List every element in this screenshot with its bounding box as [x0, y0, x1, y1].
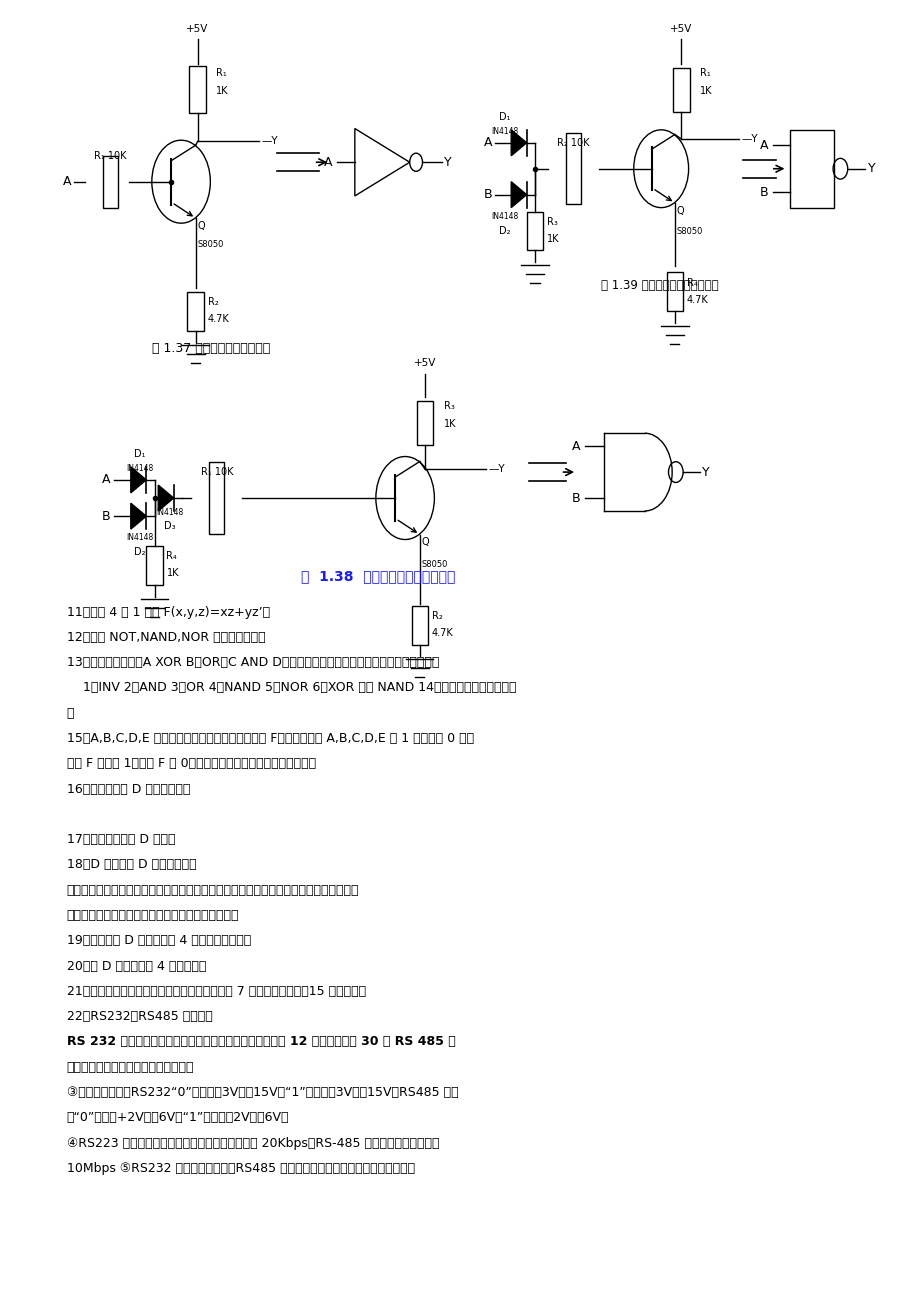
Text: 22、RS232、RS485 的区别？: 22、RS232、RS485 的区别？	[67, 1010, 212, 1023]
Text: 11、利用 4 选 1 实现 F(x,y,z)=xz+yz’。: 11、利用 4 选 1 实现 F(x,y,z)=xz+yz’。	[67, 605, 269, 618]
Text: 10Mbps ⑤RS232 抗噪声干扰性弱，RS485 抗共模干能力增强，即抗噪声干扰性好。: 10Mbps ⑤RS232 抗噪声干扰性弱，RS485 抗共模干能力增强，即抗噪…	[67, 1161, 414, 1174]
Text: D₂: D₂	[498, 225, 510, 236]
Text: ③逻辑电平不同；RS232“0”电平为＋3V～＋15V，“1”电平为－3V～－15V。RS485 电平: ③逻辑电平不同；RS232“0”电平为＋3V～＋15V，“1”电平为－3V～－1…	[67, 1086, 458, 1099]
Text: A: A	[483, 137, 492, 150]
Text: 图  1.38  晶体管实现的与非门电路: 图 1.38 晶体管实现的与非门电路	[301, 569, 454, 583]
Text: R₁: R₁	[216, 68, 226, 78]
Text: A: A	[323, 156, 332, 169]
Text: 1）INV 2）AND 3）OR 4）NAND 5）NOR 6）XOR 答案 NAND 14、用与非门等设计全加法: 1）INV 2）AND 3）OR 4）NAND 5）NOR 6）XOR 答案 N…	[67, 681, 516, 694]
Text: +5V: +5V	[669, 23, 692, 34]
Text: —Y: —Y	[741, 134, 757, 145]
Text: R₂: R₂	[431, 611, 442, 621]
Text: D₃: D₃	[165, 521, 176, 531]
Text: +5V: +5V	[187, 23, 209, 34]
Bar	[187, 292, 204, 331]
Text: IN4148: IN4148	[156, 508, 184, 517]
Text: S8050: S8050	[197, 240, 223, 249]
Text: 4.7K: 4.7K	[686, 294, 708, 305]
Text: 4.7K: 4.7K	[431, 628, 453, 638]
Text: R₃: R₃	[443, 401, 454, 411]
Bar	[527, 211, 542, 250]
Text: 器: 器	[67, 707, 74, 720]
Text: D₁: D₁	[498, 112, 510, 122]
Text: 13、为了实现逻辑（A XOR B）OR（C AND D），请选用以下逻辑中的一种，并说明为什么？: 13、为了实现逻辑（A XOR B）OR（C AND D），请选用以下逻辑中的一…	[67, 656, 438, 669]
Bar	[146, 546, 163, 585]
Text: —Y: —Y	[488, 465, 505, 474]
Text: R₂ 10K: R₂ 10K	[557, 138, 589, 148]
Text: 16、用波形表示 D 触发器的功能: 16、用波形表示 D 触发器的功能	[67, 783, 190, 796]
Text: 19、请画出用 D 触发器实现 4 倍分频的逻辑电路: 19、请画出用 D 触发器实现 4 倍分频的逻辑电路	[67, 935, 251, 948]
Bar	[565, 133, 580, 204]
Bar	[416, 401, 433, 445]
Text: 图 1.37 三极管实现的非门电路: 图 1.37 三极管实现的非门电路	[152, 342, 270, 355]
Text: 12、画出 NOT,NAND,NOR 的符号，真值表: 12、画出 NOT,NAND,NOR 的符号，真值表	[67, 631, 265, 644]
Text: Y: Y	[701, 466, 709, 479]
Text: ④RS223 传输速率较低，在异步传输时，波特率为 20Kbps，RS-485 的数据最高传输速率为: ④RS223 传输速率较低，在异步传输时，波特率为 20Kbps，RS-485 …	[67, 1137, 438, 1150]
Bar	[789, 130, 834, 207]
Text: S8050: S8050	[421, 560, 448, 569]
Text: D₂: D₂	[134, 547, 145, 557]
Text: IN4148: IN4148	[491, 211, 518, 220]
Text: 图 1.39 晶体管实现的或非门电路: 图 1.39 晶体管实现的或非门电路	[600, 279, 718, 292]
Text: 两芒线通信，信号采用差分方式传送，: 两芒线通信，信号采用差分方式传送，	[67, 1061, 194, 1074]
Polygon shape	[511, 182, 526, 207]
Text: 15、A,B,C,D,E 进行投票，多数服从少数，输出是 F（也就是如果 A,B,C,D,E 中 1 的个数比 0 多，: 15、A,B,C,D,E 进行投票，多数服从少数，输出是 F（也就是如果 A,B…	[67, 732, 473, 745]
Text: Y: Y	[444, 156, 451, 169]
Text: 触发器对时钟脉冲边沿（上升或下降）敏感，在边沿来临时变化状态；锁存器对时钟脉冲: 触发器对时钟脉冲边沿（上升或下降）敏感，在边沿来临时变化状态；锁存器对时钟脉冲	[67, 884, 359, 897]
Text: D₁: D₁	[134, 449, 145, 460]
Text: —Y: —Y	[261, 137, 278, 147]
Text: R₄: R₄	[686, 277, 697, 288]
Text: 1K: 1K	[698, 86, 711, 96]
Polygon shape	[511, 130, 526, 156]
Text: B: B	[102, 509, 110, 522]
Text: 1K: 1K	[546, 234, 559, 243]
Text: R₂: R₂	[208, 297, 218, 307]
Text: A: A	[102, 474, 110, 487]
Text: Q: Q	[675, 206, 683, 216]
Text: 20、用 D 触发器做个 4 进制的计数: 20、用 D 触发器做个 4 进制的计数	[67, 960, 206, 973]
Text: 为“0”电平为+2V～＋6V，“1”电平为－2V～－6V。: 为“0”电平为+2V～＋6V，“1”电平为－2V～－6V。	[67, 1111, 289, 1124]
Text: R₃: R₃	[546, 217, 557, 227]
Bar	[210, 462, 224, 534]
Text: 那么 F 输出为 1，否则 F 为 0），用与非门实现，输入数目没有限制: 那么 F 输出为 1，否则 F 为 0），用与非门实现，输入数目没有限制	[67, 758, 315, 771]
Polygon shape	[158, 486, 174, 510]
Text: Q: Q	[421, 538, 428, 547]
Text: 电平（持续时间）敏感，在一持续电平期间都运作。: 电平（持续时间）敏感，在一持续电平期间都运作。	[67, 909, 239, 922]
Bar	[673, 68, 688, 112]
Polygon shape	[130, 467, 146, 493]
Text: IN4148: IN4148	[126, 465, 153, 474]
Text: 1K: 1K	[166, 568, 179, 578]
Text: 17、用逻辑门画出 D 触发器: 17、用逻辑门画出 D 触发器	[67, 833, 176, 846]
Text: A: A	[759, 139, 767, 152]
Text: +5V: +5V	[414, 358, 436, 368]
Text: 18、D 触发器和 D 锁存器的区别: 18、D 触发器和 D 锁存器的区别	[67, 858, 196, 871]
Text: A: A	[62, 176, 72, 189]
Text: B: B	[572, 492, 580, 504]
Text: A: A	[572, 440, 580, 453]
Text: RS 232 是三芒线通信，信号单端方式传送，通信距离不超 12 米，理论上为 30 米 RS 485 是: RS 232 是三芒线通信，信号单端方式传送，通信距离不超 12 米，理论上为 …	[67, 1035, 455, 1048]
Text: B: B	[482, 189, 492, 201]
Bar	[189, 66, 206, 113]
Bar	[411, 605, 427, 644]
Text: R₁ 10K: R₁ 10K	[95, 151, 127, 161]
Text: R₁ 10K: R₁ 10K	[200, 467, 233, 478]
Text: 1K: 1K	[216, 86, 228, 96]
Text: Y: Y	[867, 163, 875, 176]
Text: B: B	[759, 186, 767, 199]
Text: IN4148: IN4148	[491, 128, 518, 137]
Text: R₄: R₄	[166, 551, 177, 561]
Bar	[103, 156, 118, 207]
Text: 21、用你熟悉的设计方式设计一个可预置初值的 7 进制循环计数器，15 进制的呢？: 21、用你熟悉的设计方式设计一个可预置初值的 7 进制循环计数器，15 进制的呢…	[67, 984, 366, 997]
Polygon shape	[130, 503, 146, 529]
Text: R₁: R₁	[698, 68, 709, 78]
Text: S8050: S8050	[675, 227, 702, 236]
Text: 1K: 1K	[443, 419, 456, 430]
Text: IN4148: IN4148	[126, 533, 153, 542]
Bar	[666, 272, 683, 311]
Text: 4.7K: 4.7K	[208, 314, 229, 324]
Text: Q: Q	[197, 221, 205, 230]
